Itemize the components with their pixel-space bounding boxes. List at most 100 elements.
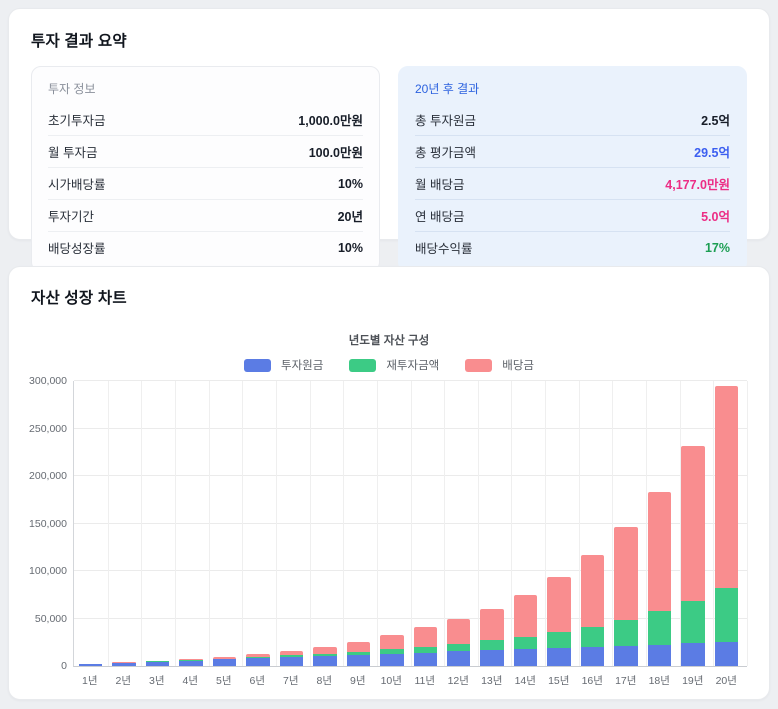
x-axis-tick-label: 19년: [682, 675, 704, 687]
investment-info-header: 투자 정보: [48, 82, 96, 96]
bar-segment-재투자금액: [714, 588, 739, 643]
gridline: [208, 381, 210, 666]
chart-legend: 투자원금 재투자금액 배당금: [31, 357, 747, 373]
bar-segment-배당금: [714, 385, 739, 589]
legend-item-투자원금[interactable]: 투자원금: [244, 357, 323, 373]
row-value: 100.0만원: [308, 146, 363, 160]
y-axis-tick-label: 150,000: [29, 517, 67, 530]
bar-group-2년[interactable]: [107, 381, 140, 666]
bar-segment-투자원금: [279, 657, 304, 666]
bar-group-5년[interactable]: [208, 381, 241, 666]
x-axis-tick-label: 11년: [414, 675, 436, 687]
row-label: 초기투자금: [48, 114, 106, 128]
bar-group-18년[interactable]: [643, 381, 676, 666]
bar-group-9년[interactable]: [342, 381, 375, 666]
gridline: [275, 381, 277, 666]
bar-group-8년[interactable]: [308, 381, 341, 666]
info-row-dividend-yield: 시가배당률 10%: [48, 168, 363, 200]
bar-group-6년[interactable]: [241, 381, 274, 666]
x-axis-tick-label: 5년: [216, 675, 232, 687]
result-row-total-value: 총 평가금액 29.5억: [415, 136, 730, 168]
bar-segment-투자원금: [212, 659, 237, 666]
legend-swatch-icon: [244, 358, 271, 372]
legend-item-재투자금액[interactable]: 재투자금액: [349, 357, 439, 373]
bar-segment-투자원금: [413, 652, 437, 666]
row-value: 4,177.0만원: [665, 178, 730, 192]
bar-group-1년[interactable]: [74, 381, 107, 666]
bar-segment-재투자금액: [313, 653, 337, 656]
bar-segment-배당금: [179, 659, 203, 661]
bar-segment-재투자금액: [547, 632, 571, 648]
bar-segment-재투자금액: [513, 636, 538, 650]
y-axis-tick-label: 200,000: [29, 470, 67, 483]
bar-group-12년[interactable]: [442, 381, 475, 666]
legend-item-배당금[interactable]: 배당금: [465, 357, 534, 373]
bar-segment-투자원금: [547, 647, 571, 666]
info-row-dividend-growth: 배당성장률 10%: [48, 232, 363, 263]
gridline: [545, 381, 547, 666]
bar-segment-재투자금액: [447, 643, 471, 652]
gridline: [309, 381, 311, 666]
gridline: [444, 381, 446, 666]
y-axis-tick-label: 250,000: [29, 422, 67, 435]
legend-label: 재투자금액: [386, 360, 440, 372]
row-label: 투자기간: [48, 210, 95, 224]
row-label: 총 평가금액: [415, 146, 476, 160]
gridline: [242, 381, 244, 666]
bar-group-17년[interactable]: [609, 381, 642, 666]
bar-group-10년[interactable]: [375, 381, 408, 666]
bar-group-4년[interactable]: [174, 381, 207, 666]
bar-segment-배당금: [346, 641, 371, 652]
bar-group-14년[interactable]: [509, 381, 542, 666]
x-axis-tick-label: 3년: [149, 675, 165, 687]
bar-group-20년[interactable]: [710, 381, 743, 666]
bar-segment-재투자금액: [380, 649, 404, 654]
gridline: [343, 381, 345, 666]
bar-group-15년[interactable]: [542, 381, 575, 666]
bar-group-13년[interactable]: [475, 381, 508, 666]
chart-title: 년도별 자산 구성: [348, 335, 430, 347]
bar-segment-재투자금액: [647, 611, 672, 645]
summary-card-title: 투자 결과 요약: [31, 33, 127, 50]
result-panel: 20년 후 결과 총 투자원금 2.5억 총 평가금액 29.5억 월 배당금 …: [398, 66, 747, 272]
x-axis-tick-label: 16년: [581, 675, 603, 687]
gridline: [578, 381, 580, 666]
row-value: 5.0억: [701, 210, 730, 224]
result-row-dividend-return: 배당수익률 17%: [415, 232, 730, 263]
bar-segment-재투자금액: [279, 655, 304, 658]
bar-segment-배당금: [480, 608, 504, 641]
bar-segment-투자원금: [346, 654, 371, 666]
chart-x-axis: 1년 2년 3년 4년 5년 6년 7년 8년 9년 10년 11년 12년 13년 14년 15년 16년 1…: [73, 667, 747, 688]
row-value: 29.5억: [694, 146, 730, 160]
bar-segment-투자원금: [246, 658, 270, 666]
gridline: [477, 381, 479, 666]
bar-segment-배당금: [313, 647, 337, 654]
bar-segment-배당금: [614, 527, 638, 620]
gridline: [141, 381, 143, 666]
bar-segment-재투자금액: [480, 640, 504, 651]
y-axis-tick-label: 100,000: [29, 565, 67, 578]
bar-group-7년[interactable]: [275, 381, 308, 666]
y-axis-tick-label: 0: [61, 660, 67, 672]
chart-card: 자산 성장 차트 년도별 자산 구성 투자원금 재투자금액 배당금 0 50,000 1…: [8, 266, 770, 700]
row-label: 총 투자원금: [415, 114, 476, 128]
chart-plot-area: 0 50,000 100,000 150,000 200,000 250,000 300,0…: [29, 375, 748, 672]
gridline: [410, 381, 412, 666]
bar-group-3년[interactable]: [141, 381, 174, 666]
bar-group-11년[interactable]: [409, 381, 442, 666]
bar-segment-배당금: [380, 634, 404, 650]
bar-group-16년[interactable]: [576, 381, 609, 666]
bar-segment-배당금: [246, 654, 270, 658]
result-row-annual-dividend: 연 배당금 5.0억: [415, 200, 730, 232]
legend-swatch-icon: [465, 358, 493, 372]
gridline: [174, 381, 176, 666]
bar-group-19년[interactable]: [676, 381, 709, 666]
y-axis-tick-label: 300,000: [29, 375, 67, 387]
result-row-total-principal: 총 투자원금 2.5억: [415, 104, 730, 136]
row-label: 시가배당률: [48, 178, 106, 192]
row-value: 10%: [337, 176, 363, 191]
bar-segment-투자원금: [313, 655, 337, 666]
row-value: 17%: [704, 240, 730, 255]
x-axis-tick-label: 4년: [182, 675, 199, 687]
x-axis-tick-label: 7년: [283, 675, 299, 687]
